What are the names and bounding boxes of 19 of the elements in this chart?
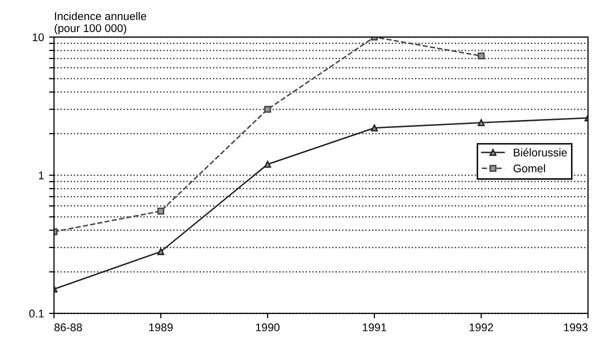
point [157, 208, 164, 215]
legend-label: Gomel [514, 164, 545, 172]
point [264, 106, 272, 113]
x-tick-label: 1990 [256, 323, 280, 332]
y-tick-label: 0.1 [29, 310, 44, 318]
legend-label: Biélorussie [514, 148, 567, 156]
y-tick-label: 10 [32, 33, 44, 42]
y-tick-label: 1 [38, 172, 44, 180]
point [478, 52, 485, 60]
point [370, 124, 378, 132]
point [157, 248, 164, 256]
x-tick-label: 1992 [470, 323, 493, 332]
point [264, 160, 272, 168]
point [478, 119, 485, 126]
x-tick-label: 1989 [149, 323, 173, 332]
y-axis-title: Incidence annuelle (pour 100 000) [54, 12, 146, 34]
x-tick-label: 1993 [564, 323, 588, 332]
x-tick-label: 1991 [362, 323, 386, 332]
x-tick-label: 86-88 [54, 323, 82, 332]
